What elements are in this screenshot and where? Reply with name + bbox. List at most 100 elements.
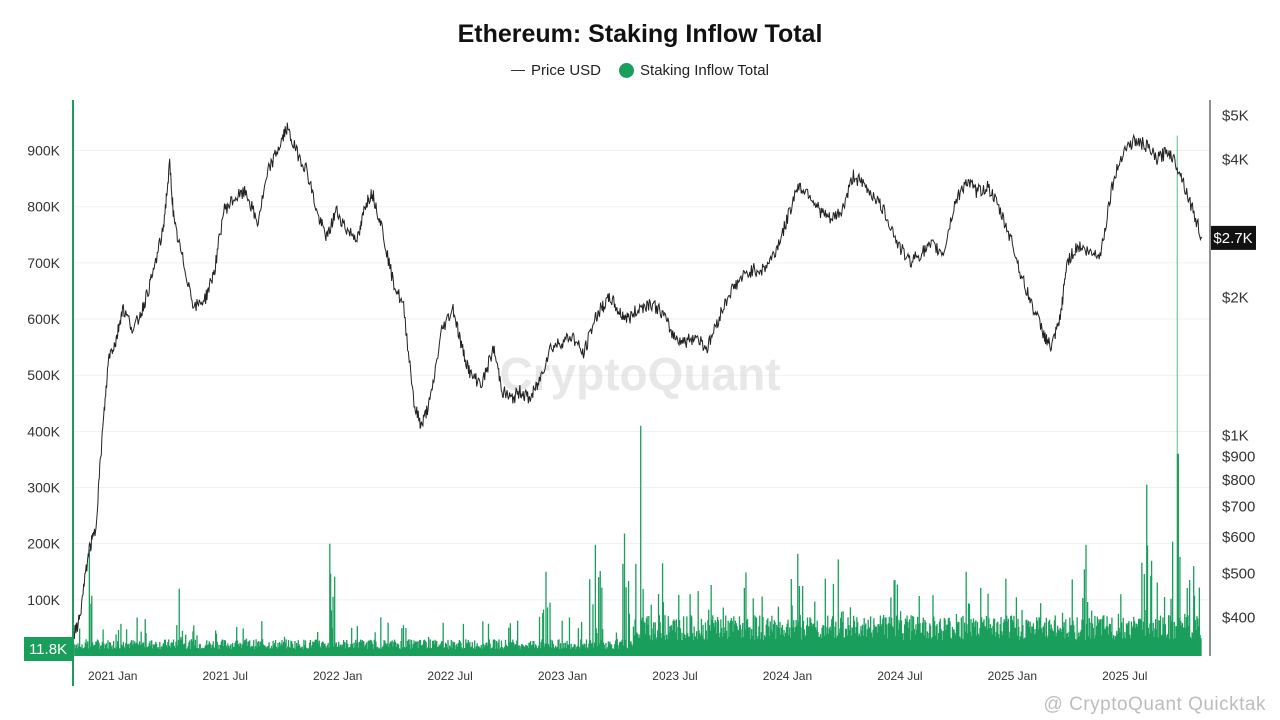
inflow-bar (151, 648, 154, 656)
inflow-bar (149, 640, 151, 656)
inflow-bar (191, 641, 193, 656)
inflow-bar (282, 645, 284, 656)
inflow-bar (452, 641, 454, 656)
inflow-bar (82, 648, 84, 656)
inflow-bar (911, 631, 913, 656)
inflow-bar (261, 639, 264, 656)
inflow-bar (1136, 623, 1138, 656)
inflow-bar (1153, 636, 1155, 656)
inflow-bar (714, 620, 716, 656)
inflow-bar (1033, 634, 1035, 656)
inflow-bar (587, 648, 589, 656)
inflow-bar (950, 639, 953, 656)
inflow-bar (1044, 636, 1047, 656)
inflow-bar (482, 644, 485, 656)
inflow-bar (268, 642, 270, 656)
inflow-bar (1199, 634, 1201, 656)
inflow-bar (971, 636, 973, 656)
inflow-bar (650, 604, 652, 656)
inflow-bar (210, 648, 213, 656)
inflow-bar (105, 643, 108, 656)
inflow-bar (1043, 625, 1045, 656)
inflow-bar (244, 640, 247, 656)
inflow-bar (1162, 617, 1164, 656)
inflow-bar (797, 553, 799, 656)
inflow-bar (289, 647, 291, 656)
inflow-bar (633, 635, 635, 656)
inflow-bar (1123, 637, 1125, 656)
inflow-bar (563, 643, 565, 656)
inflow-bar (648, 616, 650, 656)
inflow-bar (90, 603, 92, 656)
inflow-bar (1192, 633, 1194, 656)
inflow-bar (588, 643, 590, 656)
inflow-bar (1172, 638, 1175, 656)
inflow-bar (590, 644, 592, 656)
inflow-bar (147, 646, 150, 656)
inflow-bar (874, 625, 876, 656)
inflow-bar (266, 646, 269, 656)
inflow-bar (382, 645, 384, 656)
inflow-bar (312, 641, 314, 656)
inflow-bar (395, 647, 397, 656)
inflow-bar (907, 622, 909, 656)
inflow-bar (674, 620, 676, 656)
inflow-bar (948, 617, 950, 656)
inflow-bar (1140, 619, 1142, 656)
y-right-tick-label: $4K (1222, 152, 1249, 169)
inflow-bar (1057, 625, 1059, 656)
inflow-bar (1010, 615, 1012, 656)
inflow-bar (1107, 626, 1109, 656)
inflow-bar (209, 643, 211, 656)
inflow-bar (701, 635, 703, 656)
inflow-bar (359, 641, 361, 656)
inflow-bar (1194, 619, 1196, 656)
inflow-bar (262, 644, 265, 656)
inflow-bar (137, 643, 139, 656)
inflow-bar (862, 635, 865, 656)
legend-item-staking-inflow[interactable]: Staking Inflow Total (619, 62, 769, 79)
x-tick-label: 2021 Jan (88, 669, 137, 683)
inflow-bar (454, 649, 456, 656)
legend-item-price[interactable]: Price USD (511, 62, 601, 79)
inflow-bar (754, 639, 756, 656)
inflow-bar (372, 649, 375, 656)
inflow-bar (828, 628, 831, 656)
inflow-bar (1170, 598, 1172, 656)
inflow-bar (936, 624, 938, 656)
inflow-bar (1184, 613, 1186, 656)
inflow-bar (159, 648, 162, 656)
inflow-bar (120, 623, 122, 656)
inflow-bar (372, 644, 374, 656)
inflow-bar (644, 634, 647, 656)
inflow-bar (1036, 620, 1039, 656)
inflow-bar (730, 618, 733, 656)
inflow-bar (423, 640, 425, 656)
inflow-bar (458, 639, 461, 656)
inflow-bar (1034, 629, 1036, 656)
inflow-bar (1143, 573, 1145, 656)
inflow-bar (470, 647, 472, 656)
inflow-bar (959, 636, 961, 656)
inflow-bar (729, 622, 731, 656)
inflow-bar (1097, 622, 1099, 656)
inflow-bar (889, 623, 891, 656)
inflow-bar (298, 644, 300, 656)
inflow-bar (575, 649, 577, 656)
inflow-bar (519, 649, 521, 656)
inflow-bar (758, 626, 760, 656)
inflow-bar (858, 633, 860, 656)
inflow-bar (217, 648, 219, 656)
inflow-bar (166, 647, 168, 656)
inflow-bar (278, 642, 281, 656)
inflow-bar (1109, 623, 1111, 656)
inflow-bar (481, 649, 483, 656)
inflow-bar (1041, 632, 1043, 656)
inflow-bar (718, 637, 720, 656)
inflow-bar (380, 648, 383, 656)
inflow-bar (373, 639, 375, 656)
inflow-bar (520, 646, 522, 656)
inflow-bar (186, 648, 188, 656)
inflow-bar (115, 634, 117, 656)
inflow-bar (914, 634, 916, 656)
